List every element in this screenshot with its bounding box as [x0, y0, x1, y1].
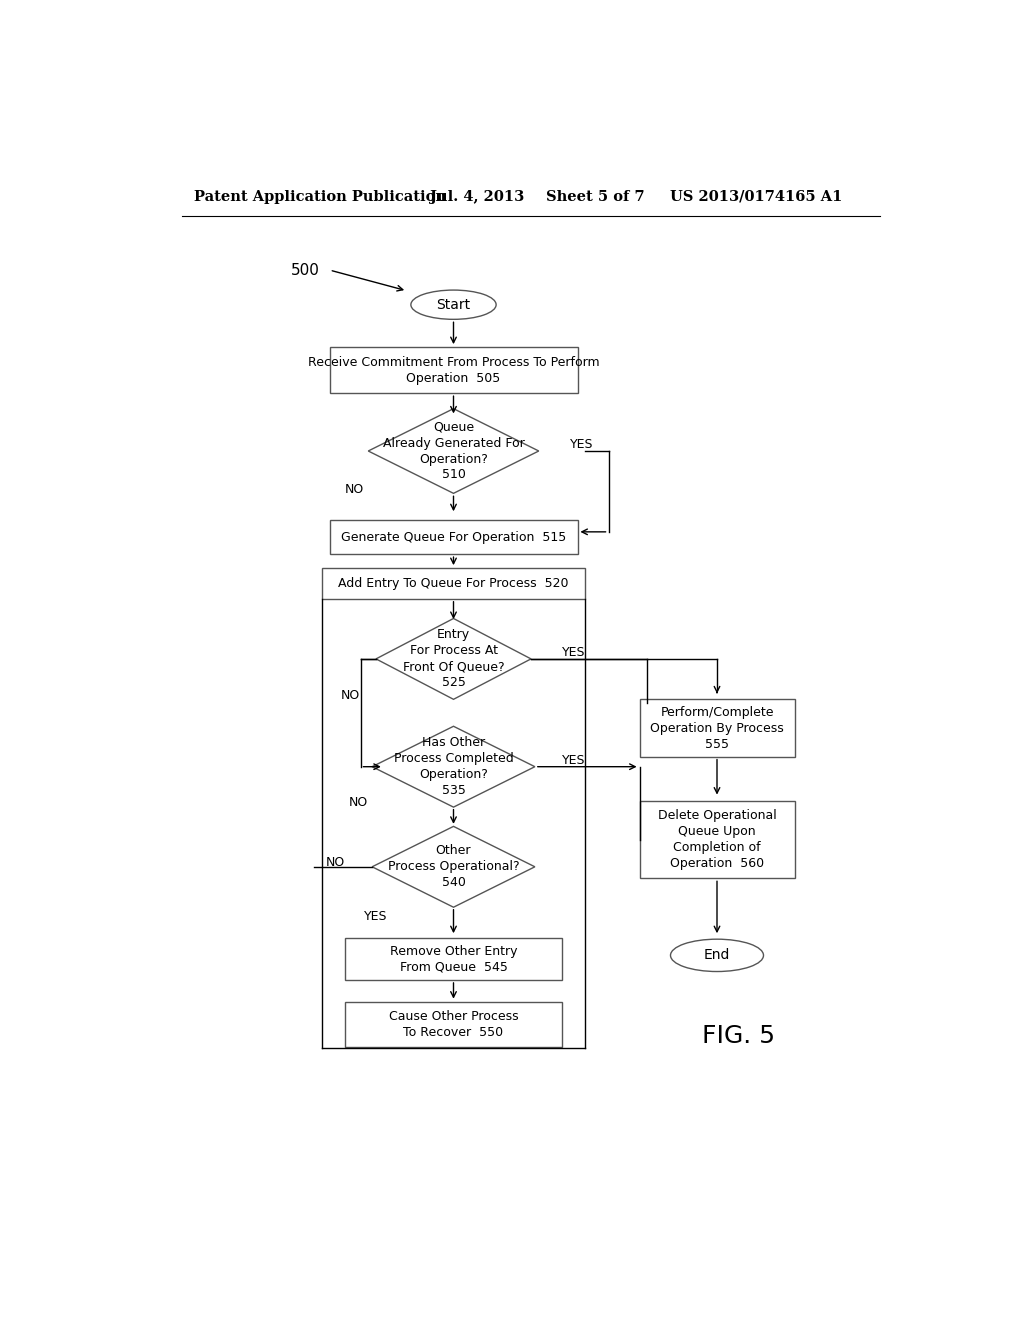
Text: Remove Other Entry
From Queue  545: Remove Other Entry From Queue 545 [390, 945, 517, 974]
Text: Entry
For Process At
Front Of Queue?
525: Entry For Process At Front Of Queue? 525 [402, 628, 504, 689]
Ellipse shape [411, 290, 496, 319]
Polygon shape [372, 726, 535, 807]
Text: Other
Process Operational?
540: Other Process Operational? 540 [388, 845, 519, 890]
Text: YES: YES [365, 909, 388, 923]
Text: Has Other
Process Completed
Operation?
535: Has Other Process Completed Operation? 5… [393, 737, 513, 797]
Text: YES: YES [562, 754, 586, 767]
Text: 500: 500 [291, 263, 319, 277]
Text: Jul. 4, 2013: Jul. 4, 2013 [430, 190, 524, 203]
FancyBboxPatch shape [345, 939, 562, 981]
Text: US 2013/0174165 A1: US 2013/0174165 A1 [671, 190, 843, 203]
FancyBboxPatch shape [345, 1002, 562, 1047]
Text: FIG. 5: FIG. 5 [701, 1024, 774, 1048]
Text: NO: NO [349, 796, 368, 809]
Text: NO: NO [345, 483, 365, 496]
Text: Sheet 5 of 7: Sheet 5 of 7 [547, 190, 645, 203]
Polygon shape [372, 826, 535, 907]
Text: Cause Other Process
To Recover  550: Cause Other Process To Recover 550 [389, 1010, 518, 1039]
Text: Delete Operational
Queue Upon
Completion of
Operation  560: Delete Operational Queue Upon Completion… [657, 809, 776, 870]
Polygon shape [369, 409, 539, 494]
FancyBboxPatch shape [322, 568, 586, 599]
Text: Receive Commitment From Process To Perform
Operation  505: Receive Commitment From Process To Perfo… [307, 355, 599, 384]
Text: Queue
Already Generated For
Operation?
510: Queue Already Generated For Operation? 5… [383, 421, 524, 482]
Ellipse shape [671, 940, 764, 972]
Text: Start: Start [436, 298, 471, 312]
Text: Perform/Complete
Operation By Process
555: Perform/Complete Operation By Process 55… [650, 706, 784, 751]
Text: NO: NO [326, 857, 345, 870]
FancyBboxPatch shape [640, 700, 795, 758]
FancyBboxPatch shape [640, 801, 795, 878]
Polygon shape [376, 619, 531, 700]
Text: Generate Queue For Operation  515: Generate Queue For Operation 515 [341, 531, 566, 544]
Text: YES: YES [562, 647, 586, 659]
Text: End: End [703, 948, 730, 962]
FancyBboxPatch shape [330, 347, 578, 393]
Text: Add Entry To Queue For Process  520: Add Entry To Queue For Process 520 [338, 577, 568, 590]
Text: NO: NO [341, 689, 360, 702]
Text: Patent Application Publication: Patent Application Publication [194, 190, 445, 203]
Text: YES: YES [569, 438, 593, 451]
FancyBboxPatch shape [330, 520, 578, 554]
